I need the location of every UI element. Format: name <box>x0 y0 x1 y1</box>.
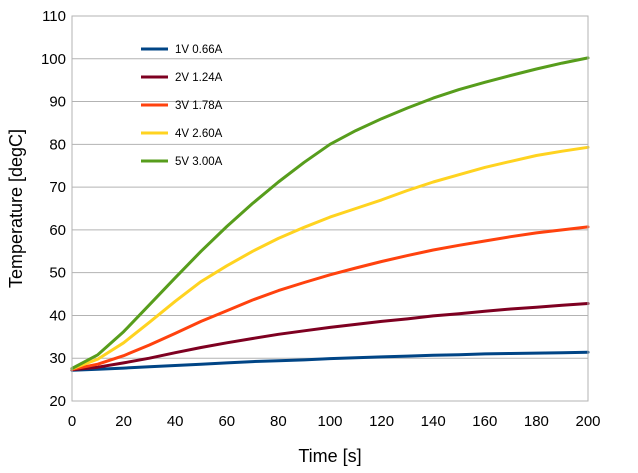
x-tick-label: 140 <box>421 413 446 430</box>
y-tick-label: 70 <box>49 179 66 196</box>
legend-label-5: 5V 3.00A <box>175 156 223 168</box>
y-tick-label: 40 <box>49 307 66 324</box>
y-tick-label: 50 <box>49 265 66 282</box>
x-tick-label: 180 <box>524 413 549 430</box>
legend-label-4: 4V 2.60A <box>175 128 223 140</box>
y-tick-label: 60 <box>49 222 66 239</box>
x-tick-label: 40 <box>167 413 184 430</box>
x-tick-label: 60 <box>218 413 235 430</box>
y-tick-label: 20 <box>49 393 66 410</box>
y-axis-tick-labels: 20 30 40 50 60 70 80 90 100 110 <box>41 8 66 410</box>
y-tick-label: 100 <box>41 51 66 68</box>
x-tick-label: 120 <box>369 413 394 430</box>
x-tick-label: 100 <box>317 413 342 430</box>
gridlines <box>72 15 588 402</box>
y-tick-label: 90 <box>49 94 66 111</box>
legend-label-3: 3V 1.78A <box>175 100 223 112</box>
x-tick-label: 80 <box>270 413 287 430</box>
legend-label-1: 1V 0.66A <box>175 44 223 56</box>
y-tick-label: 110 <box>42 8 66 25</box>
plot-area-frame <box>71 15 589 402</box>
x-tick-label: 160 <box>472 413 497 430</box>
legend-label-2: 2V 1.24A <box>175 72 223 84</box>
y-axis-title: Temperature [degC] <box>6 129 26 288</box>
x-tick-label: 0 <box>68 413 76 430</box>
series-line-1 <box>70 350 590 372</box>
x-tick-label: 20 <box>115 413 132 430</box>
series-line-2 <box>70 302 590 372</box>
legend: 1V 0.66A 2V 1.24A 3V 1.78A 4V 2.60A 5V 3.00A <box>141 44 223 168</box>
x-axis-tick-labels: 0 20 40 60 80 100 120 140 160 180 200 <box>68 413 601 430</box>
y-tick-label: 80 <box>49 136 66 153</box>
x-axis-title: Time [s] <box>298 446 361 466</box>
series-line-4 <box>70 145 590 371</box>
series-line-5 <box>70 56 590 370</box>
series-lines <box>70 56 590 372</box>
y-tick-label: 30 <box>49 350 66 367</box>
series-line-3 <box>70 225 590 371</box>
x-tick-label: 200 <box>575 413 600 430</box>
